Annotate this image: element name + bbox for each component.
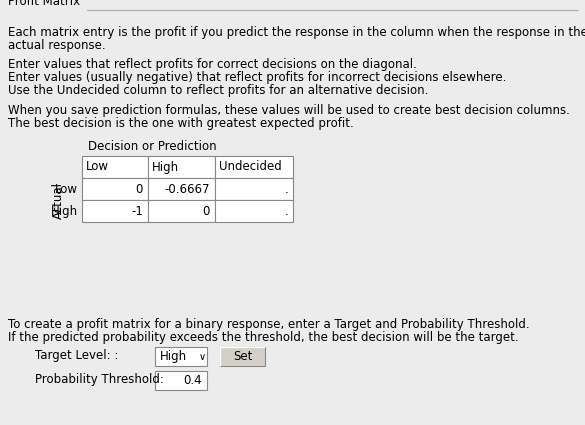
Text: Profit Matrix: Profit Matrix xyxy=(8,0,80,8)
Text: Low: Low xyxy=(86,161,109,173)
Text: High: High xyxy=(160,350,187,363)
Text: If the predicted probability exceeds the threshold, the best decision will be th: If the predicted probability exceeds the… xyxy=(8,331,519,344)
Text: 0: 0 xyxy=(136,182,143,196)
Bar xyxy=(148,200,215,222)
Text: actual response.: actual response. xyxy=(8,39,106,52)
Text: .: . xyxy=(285,182,289,196)
Text: ∨: ∨ xyxy=(199,351,206,362)
Text: 0: 0 xyxy=(202,204,210,218)
Text: High: High xyxy=(152,161,179,173)
Text: Probability Threshold:: Probability Threshold: xyxy=(35,373,164,386)
Text: Target Level: :: Target Level: : xyxy=(35,349,118,362)
Bar xyxy=(82,200,148,222)
Text: To create a profit matrix for a binary response, enter a Target and Probability : To create a profit matrix for a binary r… xyxy=(8,318,529,331)
Bar xyxy=(215,178,293,200)
Text: Each matrix entry is the profit if you predict the response in the column when t: Each matrix entry is the profit if you p… xyxy=(8,26,585,39)
Text: Use the Undecided column to reflect profits for an alternative decision.: Use the Undecided column to reflect prof… xyxy=(8,84,428,97)
Bar xyxy=(215,200,293,222)
Bar xyxy=(155,347,207,366)
Text: When you save prediction formulas, these values will be used to create best deci: When you save prediction formulas, these… xyxy=(8,104,570,117)
Bar xyxy=(148,178,215,200)
Text: Decision or Prediction: Decision or Prediction xyxy=(88,140,216,153)
Text: Actual: Actual xyxy=(51,181,64,218)
Bar xyxy=(215,156,293,178)
Text: Enter values (usually negative) that reflect profits for incorrect decisions els: Enter values (usually negative) that ref… xyxy=(8,71,507,84)
Bar xyxy=(148,156,215,178)
Text: -1: -1 xyxy=(131,204,143,218)
Text: Enter values that reflect profits for correct decisions on the diagonal.: Enter values that reflect profits for co… xyxy=(8,58,417,71)
Text: The best decision is the one with greatest expected profit.: The best decision is the one with greate… xyxy=(8,117,354,130)
Bar xyxy=(220,347,265,366)
Text: 0.4: 0.4 xyxy=(183,374,202,387)
Text: Undecided: Undecided xyxy=(219,161,282,173)
Text: -0.6667: -0.6667 xyxy=(164,182,210,196)
Text: Set: Set xyxy=(233,350,252,363)
Text: Low: Low xyxy=(55,182,78,196)
Text: .: . xyxy=(285,204,289,218)
Bar xyxy=(82,156,148,178)
Bar xyxy=(155,371,207,390)
Text: High: High xyxy=(51,204,78,218)
Bar xyxy=(82,178,148,200)
